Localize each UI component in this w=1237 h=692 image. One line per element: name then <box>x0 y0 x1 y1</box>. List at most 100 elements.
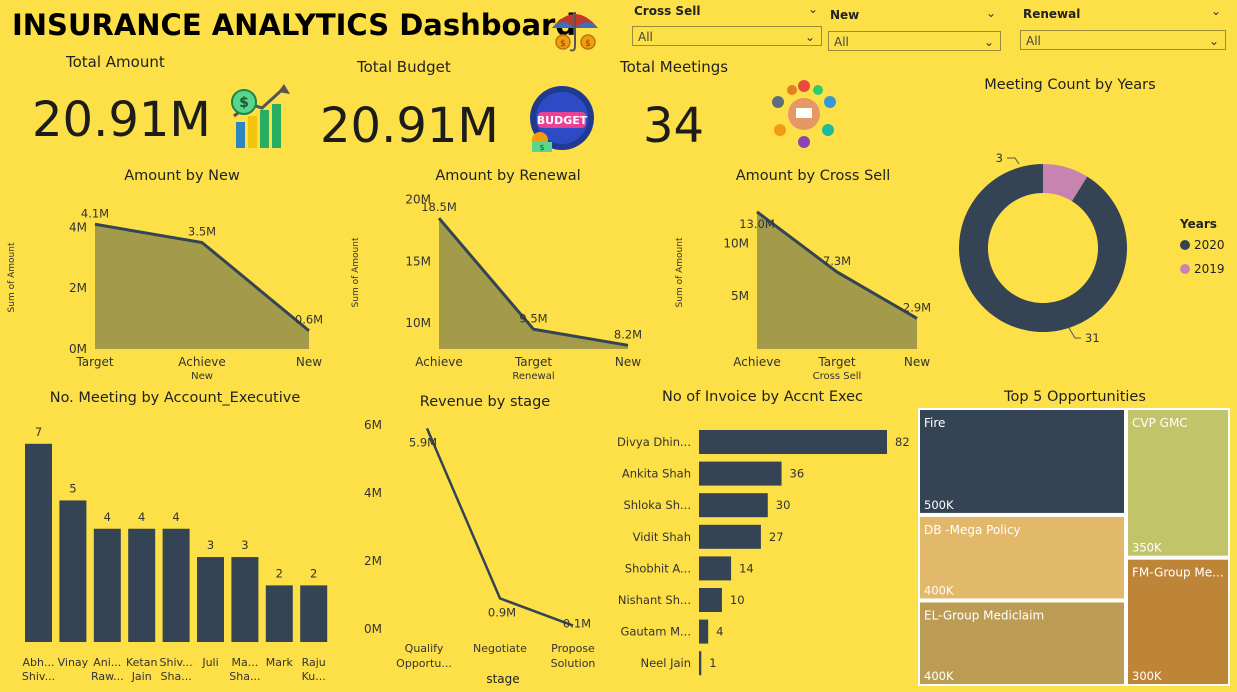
new-dropdown[interactable]: All ⌄ <box>828 31 1001 51</box>
chevron-down-icon: ⌄ <box>804 30 815 44</box>
treemap-label: DB -Mega Policy <box>924 523 1021 537</box>
legend-marker <box>1180 264 1190 274</box>
x-tick-label: Mark <box>266 656 294 669</box>
new-dropdown-value: All <box>834 35 849 49</box>
y-tick-label: Shobhit A... <box>625 561 691 575</box>
x-axis-title: Cross Sell <box>813 371 862 382</box>
data-label: 0.9M <box>488 605 516 619</box>
bar <box>93 528 121 642</box>
data-label: 2 <box>276 566 283 580</box>
x-tick-label: Ketan <box>126 656 157 669</box>
donut-slice <box>1043 164 1088 202</box>
data-label: 4 <box>104 510 111 524</box>
donut-slice <box>959 164 1127 332</box>
data-label: 0.1M <box>563 617 591 631</box>
umbrella-coins-icon: $ $ <box>548 6 602 56</box>
data-label: 18.5M <box>421 200 457 214</box>
y-tick-label: 6M <box>364 418 382 432</box>
series-line <box>425 427 574 627</box>
y-tick-label: 10M <box>723 236 749 250</box>
invoice-by-accnt-exec-title: No of Invoice by Accnt Exec <box>661 389 864 405</box>
bar <box>699 430 887 454</box>
bar <box>699 524 761 549</box>
data-label: 4 <box>716 625 723 639</box>
invoice-by-accnt-exec-chart: 82 Divya Dhin... 36 Ankita Shah 30 Shloka Sh.… <box>617 430 910 676</box>
x-tick-label: Target <box>817 355 855 369</box>
chevron-down-icon[interactable]: ⌄ <box>1211 4 1222 18</box>
renewal-dropdown-value: All <box>1026 34 1041 48</box>
treemap-value: 500K <box>924 498 954 512</box>
x-tick-label: Achieve <box>733 355 780 369</box>
top5-opportunities-title: Top 5 Opportunities <box>1004 389 1146 405</box>
bar <box>25 443 52 642</box>
bar <box>197 557 224 642</box>
x-tick-label: Jain <box>131 670 152 683</box>
chevron-down-icon: ⌄ <box>1208 34 1219 48</box>
new-slicer-label: New <box>830 8 860 22</box>
treemap-value: 400K <box>924 669 954 683</box>
x-tick-label: Sha... <box>229 670 260 683</box>
y-tick-label: 15M <box>405 254 431 268</box>
legend-title: Years <box>1179 217 1217 231</box>
svg-text:$: $ <box>239 95 249 111</box>
y-tick-label: 0M <box>364 622 382 636</box>
treemap-tile <box>918 514 1126 601</box>
bar <box>699 588 722 612</box>
data-label: 3 <box>241 538 248 552</box>
chevron-down-icon[interactable]: ⌄ <box>808 2 819 16</box>
total-amount-value: 20.91M <box>32 92 211 148</box>
chevron-down-icon[interactable]: ⌄ <box>986 6 997 20</box>
data-label: 8.2M <box>614 327 642 341</box>
budget-icon: BUDGET $ <box>524 84 596 156</box>
data-label: 14 <box>739 561 754 575</box>
bar <box>59 500 87 642</box>
amount-by-renewal-title: Amount by Renewal <box>435 168 581 184</box>
treemap-tile <box>918 600 1126 686</box>
area-fill <box>757 211 917 349</box>
amount-by-new-title: Amount by New <box>124 168 240 184</box>
x-tick-label: Sha... <box>161 670 192 683</box>
y-tick-label: Nishant Sh... <box>618 593 691 607</box>
cross-sell-dropdown[interactable]: All ⌄ <box>632 26 822 46</box>
x-tick-label: Juli <box>201 656 218 669</box>
y-tick-label: Shloka Sh... <box>623 498 691 512</box>
x-tick-label: Opportu... <box>396 657 452 670</box>
bar <box>231 557 259 642</box>
x-tick-label: Target <box>75 355 113 369</box>
treemap-value: 300K <box>1132 669 1162 683</box>
meetings-by-account-exec-chart: 7Abh...Shiv...5Vinay4Ani...Raw...4KetanJ… <box>22 425 328 683</box>
cross-sell-slicer-label: Cross Sell <box>634 4 701 18</box>
meetings-by-account-exec-title: No. Meeting by Account_Executive <box>49 390 301 406</box>
data-label: 4.1M <box>81 206 109 220</box>
bar <box>699 493 768 518</box>
data-label: 13.0M <box>739 217 775 231</box>
svg-text:$: $ <box>585 39 591 49</box>
svg-text:$: $ <box>560 39 566 49</box>
y-tick-label: 2M <box>69 281 87 295</box>
svg-text:BUDGET: BUDGET <box>537 114 588 127</box>
legend-marker <box>1180 240 1190 250</box>
y-tick-label: 0M <box>69 342 87 356</box>
data-label: 27 <box>769 530 784 544</box>
treemap-value: 350K <box>1132 541 1162 555</box>
top5-opportunities-treemap: Fire 500K CVP GMC 350K DB -Mega Policy 400K EL… <box>918 408 1230 686</box>
leader-line <box>1007 157 1020 165</box>
x-tick-label: New <box>904 355 930 369</box>
x-tick-label: Vinay <box>58 656 89 669</box>
x-tick-label: Negotiate <box>473 642 527 655</box>
data-label: 36 <box>790 467 805 481</box>
y-tick-label: 10M <box>405 316 431 330</box>
treemap-label: EL-Group Mediclaim <box>924 608 1044 622</box>
area-fill <box>95 224 309 349</box>
renewal-dropdown[interactable]: All ⌄ <box>1020 30 1226 50</box>
treemap-tile <box>1126 557 1230 686</box>
y-tick-label: 20M <box>405 193 431 207</box>
data-label: 7.3M <box>823 254 851 268</box>
data-label: 2.9M <box>903 300 931 314</box>
y-axis-title: Sum of Amount <box>351 237 361 307</box>
data-label: 7 <box>35 425 42 439</box>
total-amount-label: Total Amount <box>66 53 165 71</box>
amount-by-renewal-chart: 10M 15M 20M Sum of Amount 18.5M 9.5M 8.2M Achie… <box>351 193 642 382</box>
total-budget-value: 20.91M <box>320 98 499 154</box>
data-label: 82 <box>895 435 910 449</box>
